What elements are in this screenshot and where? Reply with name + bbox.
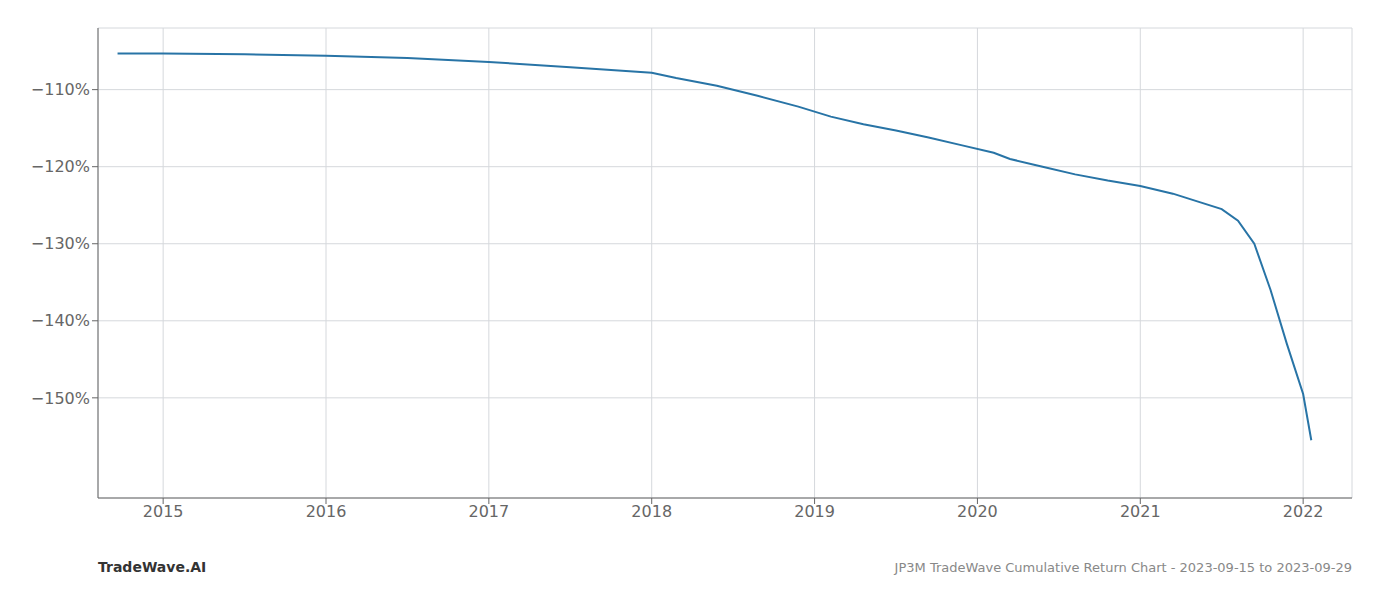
svg-text:−130%: −130% [31,234,90,253]
svg-text:−110%: −110% [31,80,90,99]
svg-text:2021: 2021 [1120,502,1161,521]
svg-text:−150%: −150% [31,389,90,408]
html-text:JP3M TradeWave Cumulative Retu: JP3M TradeWave Cumulative Return Chart -… [894,559,1352,575]
html-text:TradeWave.AI: TradeWave.AI [98,559,207,575]
svg-text:2017: 2017 [468,502,509,521]
svg-text:2022: 2022 [1283,502,1324,521]
svg-text:2019: 2019 [794,502,835,521]
svg-text:2018: 2018 [631,502,672,521]
svg-text:2016: 2016 [306,502,347,521]
svg-text:2015: 2015 [143,502,184,521]
svg-text:−120%: −120% [31,157,90,176]
svg-text:−140%: −140% [31,311,90,330]
svg-text:2020: 2020 [957,502,998,521]
